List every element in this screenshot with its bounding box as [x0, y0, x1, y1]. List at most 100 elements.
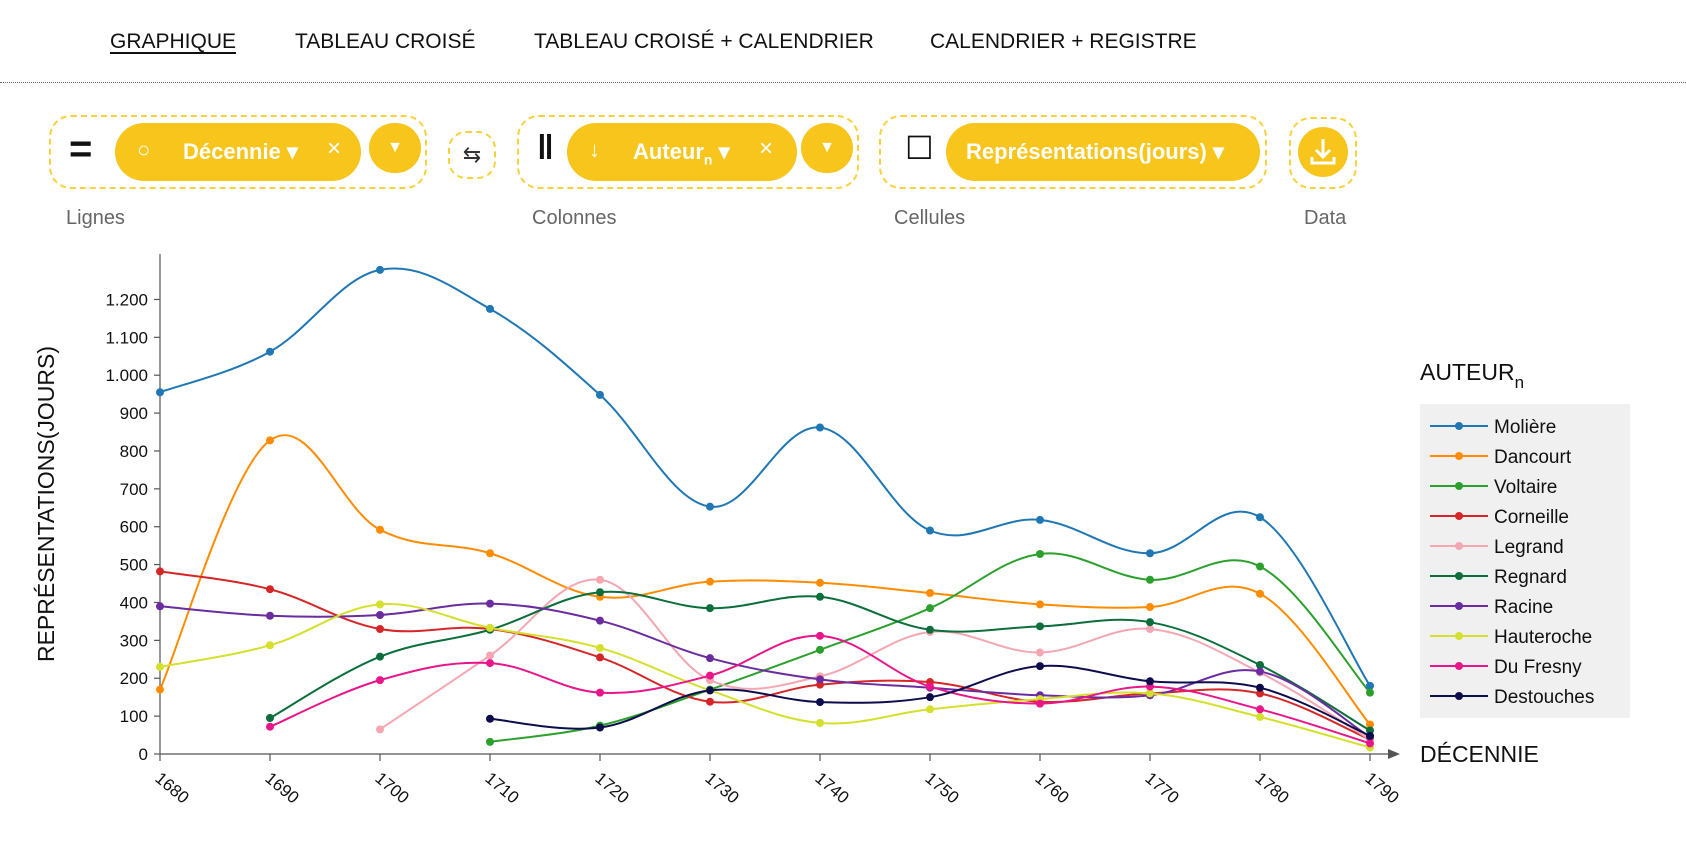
data-point — [486, 651, 494, 660]
data-download-button[interactable] — [1289, 117, 1357, 189]
colonnes-dropzone[interactable]: ‖ ↓ Auteurn ▾ × ▼ — [517, 115, 859, 189]
circle-icon: ○ — [137, 137, 151, 162]
data-point — [266, 722, 274, 731]
y-tick-label: 0 — [139, 745, 148, 764]
data-point — [486, 659, 494, 668]
data-point — [1366, 681, 1374, 690]
data-point — [926, 682, 934, 691]
legend-marker — [1455, 602, 1463, 610]
series-line — [159, 267, 1371, 687]
data-point — [706, 654, 714, 663]
remove-colonnes-icon[interactable]: × — [759, 135, 774, 162]
columns-icon: ‖ — [537, 129, 554, 167]
data-point — [486, 714, 494, 723]
lignes-dropzone[interactable]: = ○ Décennie ▾ × ▼ — [49, 115, 427, 189]
colonnes-pill[interactable]: ↓ Auteurn ▾ × — [567, 123, 797, 181]
data-point — [1036, 550, 1044, 558]
data-point — [266, 641, 274, 650]
lignes-pill[interactable]: ○ Décennie ▾ × — [115, 123, 361, 181]
series-line — [489, 552, 1371, 743]
y-tick-label: 200 — [120, 669, 148, 688]
data-point — [596, 653, 604, 662]
remove-lignes-icon[interactable]: × — [327, 135, 342, 162]
x-tick-label: 1720 — [591, 769, 632, 808]
cellules-dropzone[interactable]: ☐ Représentations(jours) ▾ — [879, 115, 1267, 189]
x-axis: 1680 1690 1700 1710 1720 1730 1740 1750 1760 1770… — [151, 749, 1403, 808]
data-point — [1036, 648, 1044, 657]
data-point — [926, 705, 934, 714]
swap-axes-button[interactable]: ⇆ — [448, 131, 496, 179]
data-point — [816, 423, 824, 432]
legend-marker — [1455, 572, 1463, 580]
square-icon: ☐ — [905, 130, 934, 166]
data-point — [1146, 549, 1154, 558]
cellules-label: Cellules — [894, 207, 966, 229]
data-point — [816, 698, 824, 707]
data-point — [1256, 660, 1264, 669]
data-point — [816, 578, 824, 587]
y-tick-label: 900 — [120, 404, 148, 423]
data-point — [266, 585, 274, 594]
data-point — [266, 714, 274, 723]
data-point — [156, 662, 164, 671]
data-point — [816, 645, 824, 654]
y-tick-label: 100 — [120, 707, 148, 726]
y-tick-label: 1.200 — [105, 290, 148, 309]
y-tick-label: 600 — [120, 518, 148, 537]
legend-item: Hauteroche — [1494, 627, 1592, 648]
data-point — [926, 625, 934, 634]
data-point — [706, 604, 714, 613]
data-point — [1036, 515, 1044, 524]
download-icon — [1298, 127, 1348, 177]
legend-item: Regnard — [1494, 567, 1567, 588]
y-tick-label: 700 — [120, 480, 148, 499]
x-tick-label: 1700 — [371, 769, 412, 808]
data-point — [706, 686, 714, 695]
data-point — [376, 676, 384, 685]
data-point — [926, 589, 934, 598]
legend-title: AUTEURn — [1420, 359, 1524, 392]
cellules-pill[interactable]: Représentations(jours) ▾ — [946, 123, 1260, 181]
tab-graphique[interactable]: GRAPHIQUE — [110, 30, 237, 53]
colonnes-label: Colonnes — [532, 207, 617, 229]
data-point — [1036, 600, 1044, 609]
data-point — [1036, 699, 1044, 708]
series-line — [159, 603, 1371, 749]
cellules-pill-label: Représentations(jours) ▾ — [966, 139, 1224, 164]
legend-marker — [1455, 692, 1463, 700]
series-points — [156, 265, 1374, 752]
lignes-pill-label: Décennie ▾ — [183, 139, 298, 164]
x-tick-label: 1760 — [1031, 769, 1072, 808]
y-tick-label: 800 — [120, 442, 148, 461]
y-tick-label: 300 — [120, 631, 148, 650]
data-point — [376, 525, 384, 534]
tab-tableau-croise[interactable]: TABLEAU CROISÉ — [295, 30, 476, 53]
x-tick-label: 1780 — [1251, 769, 1292, 808]
tab-tableau-croise-calendrier[interactable]: TABLEAU CROISÉ + CALENDRIER — [534, 30, 874, 53]
data-point — [156, 685, 164, 694]
colonnes-dropdown-button[interactable]: ▼ — [801, 123, 853, 173]
data-point — [266, 436, 274, 445]
tab-calendrier-registre[interactable]: CALENDRIER + REGISTRE — [930, 30, 1197, 53]
data-point — [596, 688, 604, 697]
x-tick-label: 1790 — [1361, 769, 1402, 808]
data-point — [1256, 589, 1264, 598]
legend-marker — [1455, 662, 1463, 670]
data-point — [1366, 731, 1374, 740]
legend-marker — [1455, 632, 1463, 640]
x-tick-label: 1680 — [151, 769, 192, 808]
data-point — [1256, 712, 1264, 721]
y-tick-label: 1.000 — [105, 366, 148, 385]
y-tick-label: 400 — [120, 593, 148, 612]
top-nav: GRAPHIQUE TABLEAU CROISÉ TABLEAU CROISÉ … — [0, 0, 1686, 83]
data-point — [486, 599, 494, 608]
legend-item: Dancourt — [1494, 447, 1572, 468]
lignes-dropdown-button[interactable]: ▼ — [369, 123, 421, 173]
data-point — [1146, 625, 1154, 633]
data-point — [596, 575, 604, 584]
legend-marker — [1455, 452, 1463, 460]
data-point — [1146, 575, 1154, 584]
x-tick-label: 1740 — [811, 769, 852, 808]
legend-item: Molière — [1494, 417, 1556, 438]
data-point — [706, 697, 714, 706]
